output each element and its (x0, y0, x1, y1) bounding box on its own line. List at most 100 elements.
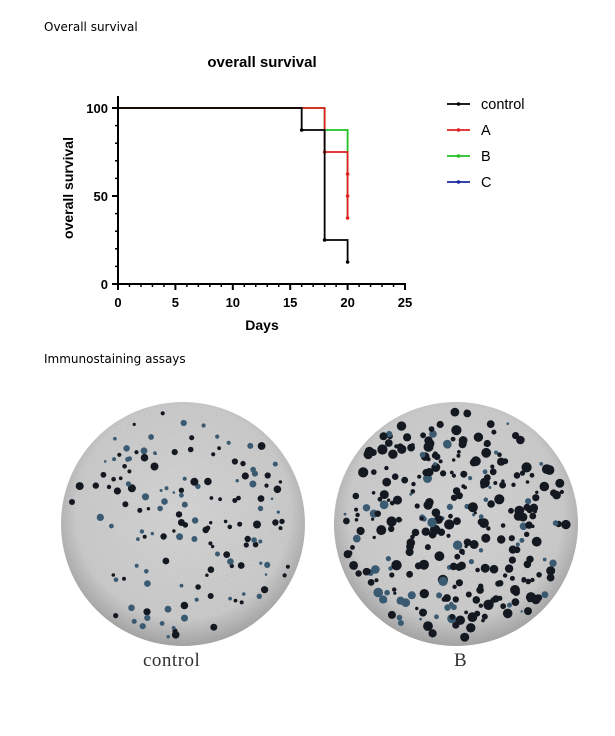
colony-dot (215, 434, 220, 439)
colony-dot (443, 439, 452, 449)
colony-dot (392, 587, 397, 592)
colony-dot (464, 610, 468, 615)
colony-dot (482, 469, 488, 475)
colony-dot (159, 621, 165, 626)
colony-dot (454, 553, 461, 560)
colony-dot (272, 519, 279, 526)
y-tick-label: 50 (94, 189, 108, 204)
colony-dot (500, 603, 507, 610)
colony-dot (257, 505, 264, 512)
colony-dot (428, 530, 437, 539)
colony-dot (388, 525, 395, 533)
colony-dot (257, 495, 265, 502)
colony-dot (453, 517, 461, 525)
colony-dot (140, 453, 149, 462)
colony-dot (140, 447, 148, 455)
colony-dot (132, 422, 136, 426)
colony-dot (468, 559, 474, 565)
colony-dot (530, 577, 535, 583)
colony-dot (239, 600, 244, 605)
colony-dot (414, 503, 420, 509)
colony-dot (92, 482, 100, 489)
colony-dot (481, 533, 491, 543)
colony-dot (113, 487, 121, 495)
colony-dot (279, 518, 285, 525)
colony-dot (428, 426, 435, 432)
colony-dot (204, 477, 212, 486)
colony-dot (423, 441, 434, 452)
colony-dot (235, 479, 239, 483)
colony-dot (469, 540, 479, 549)
colony-dot (436, 592, 443, 599)
colony-dot (467, 502, 478, 513)
colony-dot (524, 531, 530, 537)
colony-dot (546, 573, 555, 582)
colony-dot (463, 538, 472, 547)
colony-dot (356, 526, 365, 536)
axes: 0 5 10 15 20 25 0 50 100 (86, 96, 412, 310)
colony-dot (364, 568, 371, 575)
colony-dot (410, 534, 415, 540)
colony-dot (144, 580, 151, 587)
colony-dot (419, 617, 422, 621)
colony-dot (450, 436, 456, 442)
colony-dot (456, 453, 461, 458)
colony-dot (475, 567, 480, 573)
colony-dot (358, 467, 369, 478)
colony-dot (448, 513, 453, 519)
colony-dot (467, 612, 478, 622)
colony-dot (511, 598, 520, 606)
colony-dot (514, 505, 525, 516)
x-tick-label: 25 (398, 295, 412, 310)
colony-dot (437, 528, 446, 536)
colony-dot (264, 561, 271, 569)
colony-dot (256, 593, 262, 599)
colony-dot (69, 499, 75, 505)
colony-dot (207, 593, 214, 599)
colony-dot (461, 484, 466, 489)
colony-dot (270, 497, 274, 501)
colony-dot (171, 449, 178, 456)
colony-dot (469, 458, 478, 467)
colony-dot (422, 469, 430, 477)
colony-dot (172, 491, 176, 494)
x-axis-label: Days (245, 317, 279, 333)
colony-dot (211, 452, 216, 457)
colony-dot (403, 433, 412, 442)
colony-dot (205, 573, 209, 577)
colony-dot (506, 422, 510, 426)
colony-dot (103, 460, 107, 463)
colony-dot (111, 476, 116, 482)
colony-dot (495, 580, 502, 587)
colony-dot (374, 578, 379, 583)
colony-dot (550, 489, 558, 497)
colony-dot (111, 573, 116, 577)
colony-dot (472, 596, 481, 604)
colony-dot (144, 614, 151, 622)
colony-dot (176, 533, 184, 541)
colony-dot (396, 443, 404, 451)
colony-dot (449, 601, 454, 607)
censor-mark-A (345, 216, 350, 220)
colony-dot (473, 432, 484, 442)
plate-caption-B: B (454, 650, 467, 671)
colony-dot (508, 556, 516, 564)
colony-dot (227, 524, 233, 530)
colony-dot (473, 511, 477, 515)
colony-dot (139, 529, 145, 534)
colony-dot (251, 537, 257, 543)
colony-dot (512, 588, 520, 596)
colony-dot (125, 481, 131, 487)
colony-dot (285, 564, 290, 569)
plate-control (61, 402, 305, 646)
colony-dot (201, 423, 206, 428)
colony-dot (455, 579, 463, 587)
colony-dot (228, 596, 233, 601)
colony-dot (515, 542, 520, 547)
legend-label-C: C (481, 175, 491, 191)
colony-dot (343, 550, 352, 559)
colony-dot (233, 598, 238, 603)
colony-dot (109, 523, 114, 529)
colony-dot (455, 615, 465, 625)
